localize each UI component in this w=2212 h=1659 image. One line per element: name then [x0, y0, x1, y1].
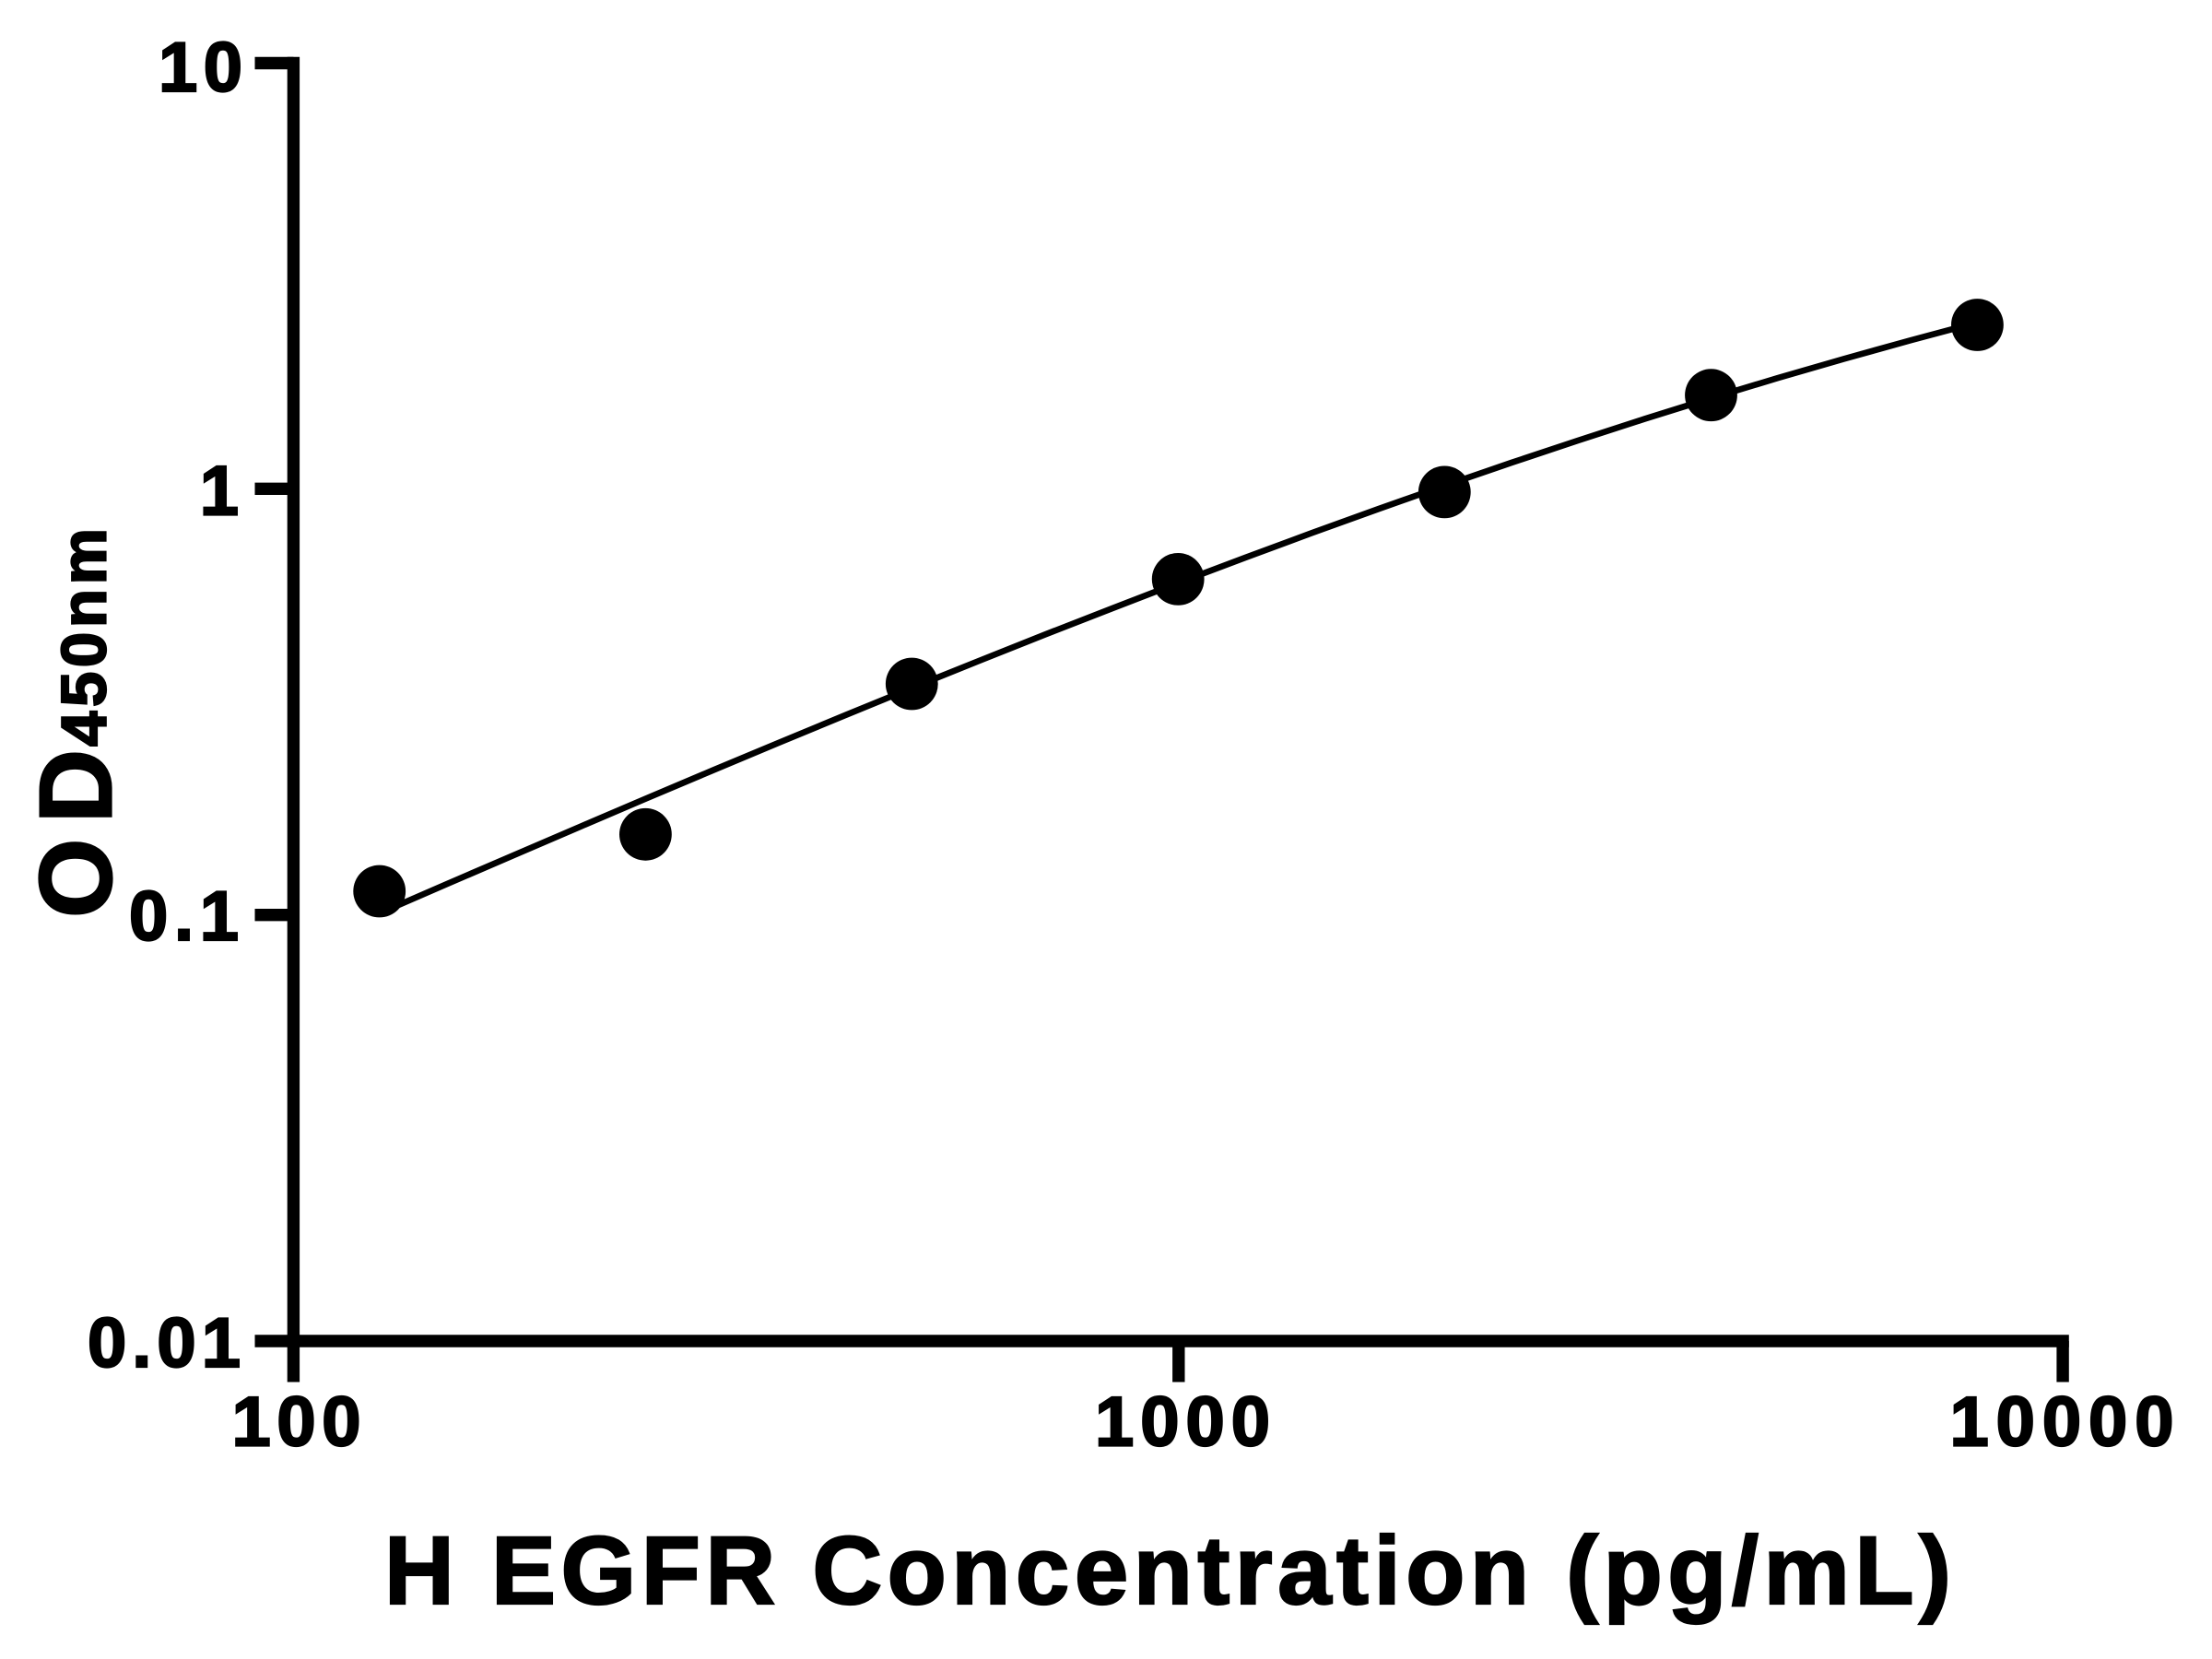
svg-text:10000: 10000	[1950, 1383, 2174, 1462]
svg-text:0.1: 0.1	[129, 877, 239, 956]
svg-text:H EGFR Concentration (pg/mL): H EGFR Concentration (pg/mL)	[384, 1517, 1951, 1625]
svg-text:0.01: 0.01	[88, 1304, 241, 1382]
svg-text:100: 100	[232, 1383, 361, 1462]
svg-text:1: 1	[200, 453, 239, 531]
svg-text:450nm: 450nm	[49, 528, 120, 747]
